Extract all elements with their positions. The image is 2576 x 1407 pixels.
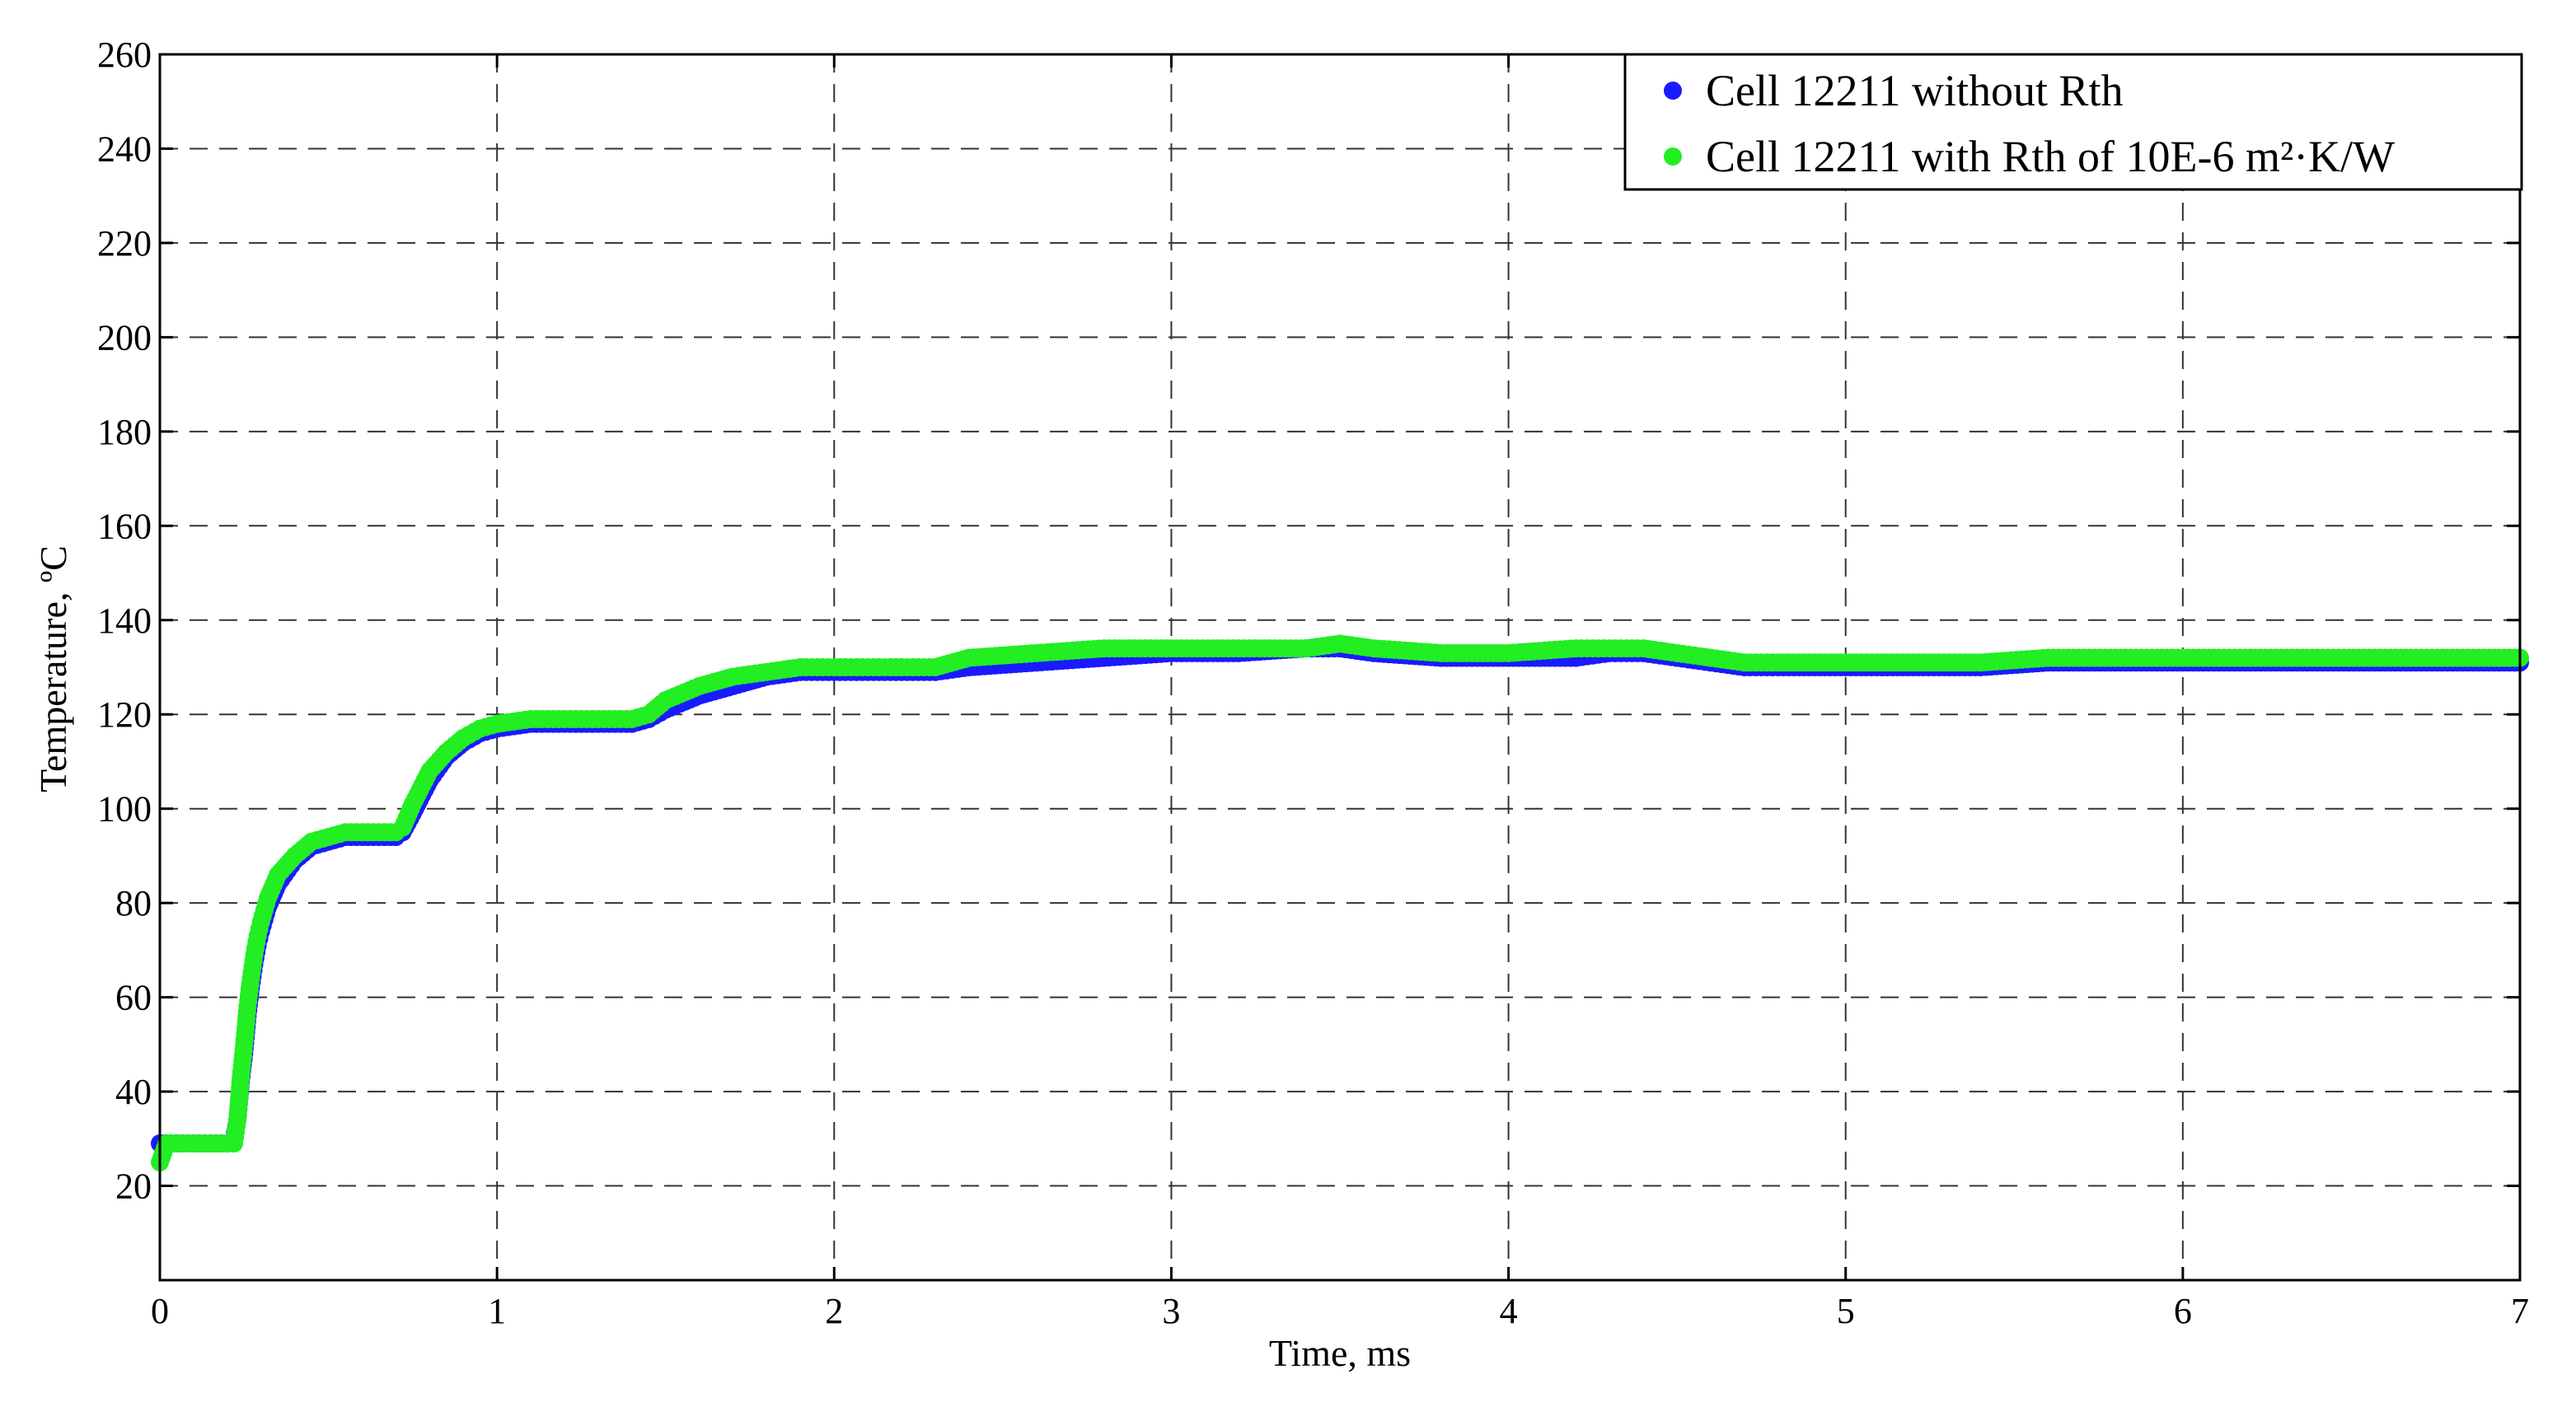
x-tick-label: 6 xyxy=(2174,1291,2192,1331)
plot-frame xyxy=(158,53,2522,1282)
y-tick-label: 60 xyxy=(115,978,152,1018)
x-tick-label: 2 xyxy=(825,1291,843,1331)
y-tick-label: 140 xyxy=(97,601,152,641)
tick-labels: 0 1 2 3 4 5 6 7 20 40 60 80 100 120 140 160 180 200 220 240… xyxy=(97,35,2529,1331)
data-points xyxy=(151,634,2529,1171)
legend-marker-series-0 xyxy=(1664,82,1682,100)
y-tick-label: 100 xyxy=(97,789,152,830)
legend-label-series-0: Cell 12211 without Rth xyxy=(1706,66,2124,115)
x-tick-label: 5 xyxy=(1837,1291,1855,1331)
legend-label-series-1: Cell 12211 with Rth of 10E-6 m²·K/W xyxy=(1706,132,2395,181)
series-1-points xyxy=(151,634,2529,1171)
x-tick-label: 0 xyxy=(151,1291,169,1331)
x-tick-label: 7 xyxy=(2511,1291,2529,1331)
y-tick-label: 160 xyxy=(97,506,152,546)
legend: Cell 12211 without Rth Cell 12211 with R… xyxy=(1623,53,2523,191)
x-axis-label: Time, ms xyxy=(1269,1332,1411,1374)
y-tick-label: 180 xyxy=(97,412,152,452)
y-tick-label: 200 xyxy=(97,317,152,358)
y-tick-label: 120 xyxy=(97,694,152,735)
y-tick-label: 20 xyxy=(115,1166,152,1207)
y-tick-label: 240 xyxy=(97,129,152,169)
y-axis-label: Temperature, ºC xyxy=(32,545,74,792)
legend-marker-series-1 xyxy=(1664,147,1682,166)
y-tick-label: 260 xyxy=(97,35,152,75)
y-tick-label: 80 xyxy=(115,883,152,923)
x-tick-label: 1 xyxy=(488,1291,506,1331)
x-tick-label: 4 xyxy=(1500,1291,1518,1331)
y-tick-label: 40 xyxy=(115,1072,152,1112)
legend-box xyxy=(1623,53,2523,191)
x-tick-label: 3 xyxy=(1162,1291,1180,1331)
y-tick-label: 220 xyxy=(97,223,152,264)
